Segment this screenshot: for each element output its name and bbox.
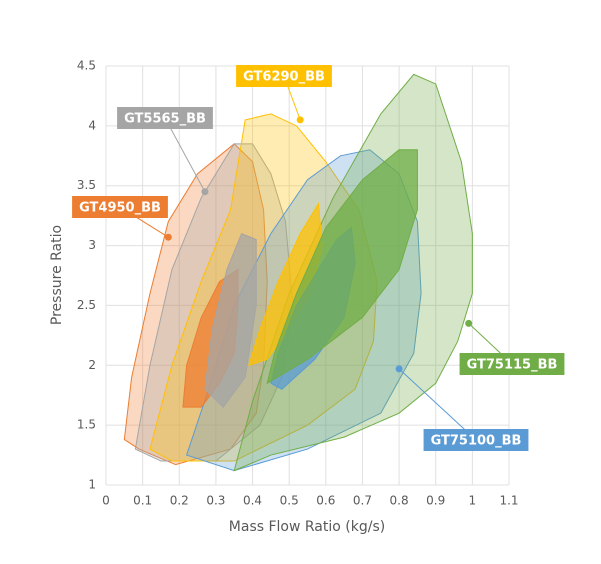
legend-box: [117, 107, 213, 129]
leader-line: [398, 368, 477, 441]
y-tick-label: 4: [88, 118, 96, 132]
legend-label: GT4950_BB: [79, 201, 161, 216]
x-tick-label: 0.8: [390, 494, 409, 508]
callout-point: [296, 116, 304, 124]
inner-region: [204, 232, 257, 408]
legend-label: GT6290_BB: [243, 70, 325, 85]
x-axis-title: Mass Flow Ratio (kg/s): [229, 519, 385, 535]
y-tick-label: 4.5: [77, 59, 96, 73]
legend-box: [236, 65, 332, 87]
y-tick-label: 3.5: [77, 178, 96, 192]
legend-label: GT75115_BB: [467, 358, 558, 373]
callout-point: [201, 188, 209, 196]
y-tick-label: 1.5: [77, 418, 96, 432]
leader-line: [164, 117, 206, 192]
x-tick-label: 0.1: [133, 494, 152, 508]
legend-box: [423, 429, 529, 451]
callout-point: [164, 233, 172, 241]
x-tick-label: 0.7: [353, 494, 372, 508]
x-tick-label: 0.2: [170, 494, 189, 508]
x-tick-label: 1.1: [499, 494, 518, 508]
x-tick-label: 0: [102, 494, 110, 508]
y-axis-title: Pressure Ratio: [49, 225, 65, 325]
callout-point: [395, 365, 403, 373]
legend-box: [72, 196, 168, 218]
y-tick-label: 3: [88, 238, 96, 252]
callout-point: [465, 319, 473, 327]
x-tick-label: 0.6: [316, 494, 335, 508]
y-tick-label: 2.5: [77, 298, 96, 312]
y-tick-label: 2: [88, 358, 96, 372]
legend-label: GT5565_BB: [124, 112, 206, 127]
inner-region: [266, 149, 418, 385]
x-tick-label: 0.5: [280, 494, 299, 508]
x-tick-label: 0.9: [426, 494, 445, 508]
y-tick-label: 1: [88, 478, 96, 492]
x-tick-label: 1: [469, 494, 477, 508]
legend-box: [459, 353, 565, 375]
x-tick-label: 0.4: [243, 494, 262, 508]
legend-label: GT75100_BB: [431, 434, 522, 449]
x-tick-label: 0.3: [206, 494, 225, 508]
